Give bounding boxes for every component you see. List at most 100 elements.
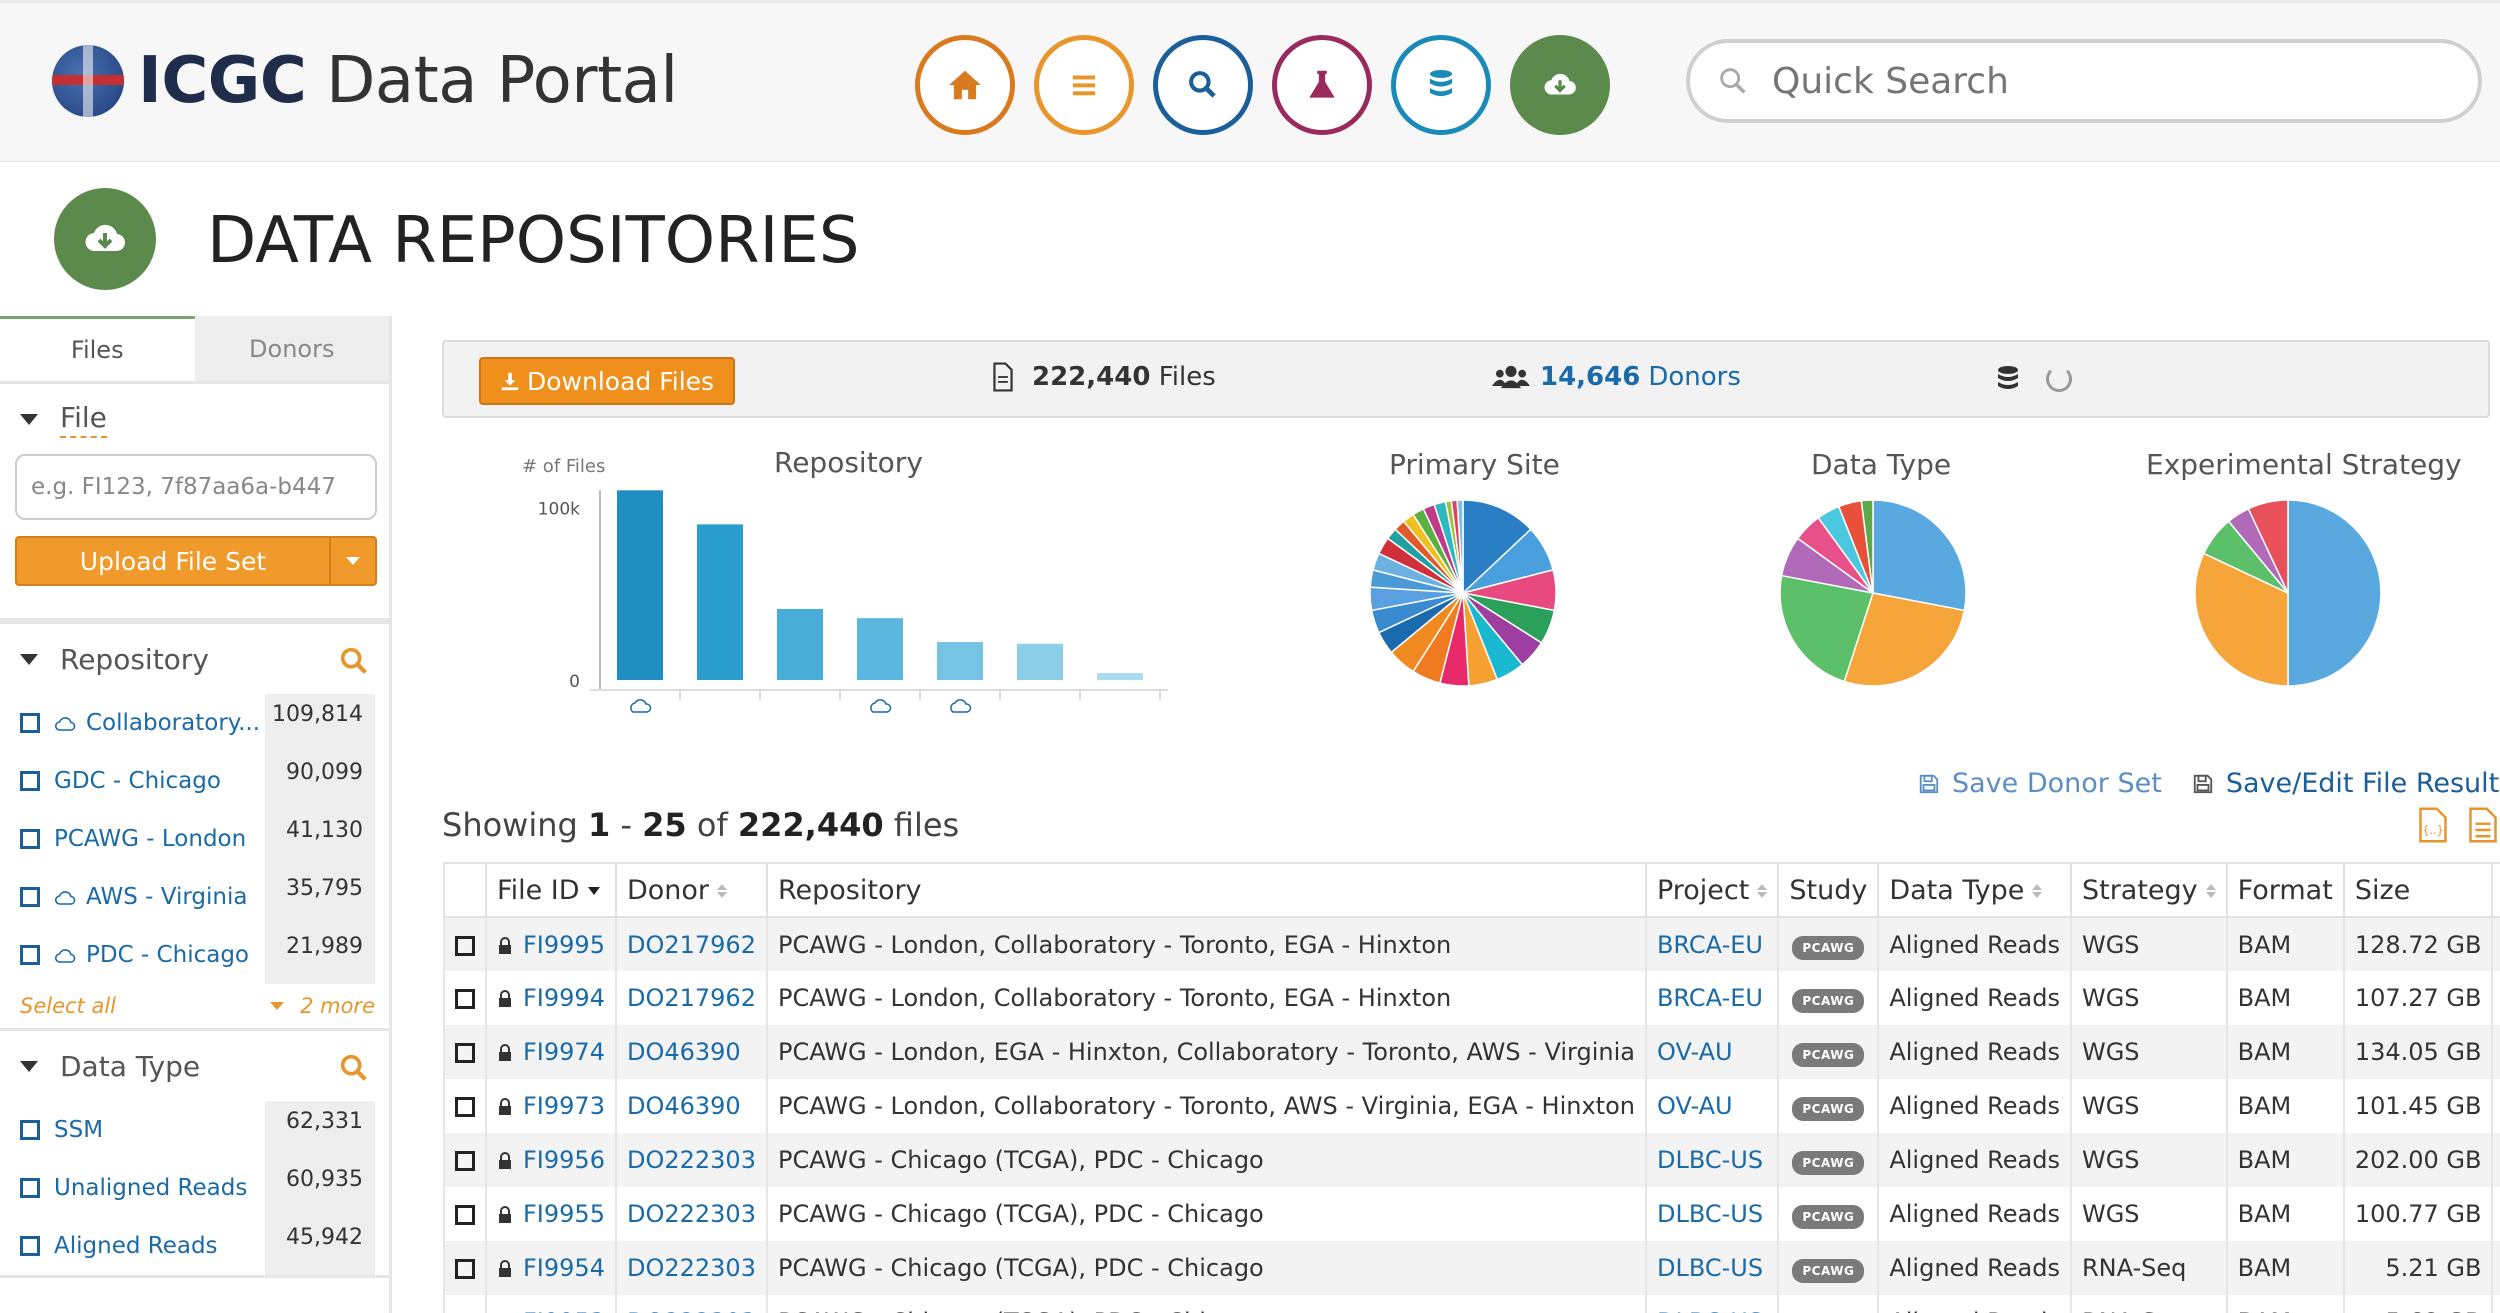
term-checkbox[interactable]	[20, 887, 40, 907]
more-link[interactable]: 2 more	[270, 994, 375, 1018]
advanced-search-nav-button[interactable]	[1153, 35, 1253, 135]
data-repositories-nav-button[interactable]	[1510, 35, 1610, 135]
pie-slice[interactable]	[1779, 574, 1874, 683]
save-donor-set-button[interactable]: Save Donor Set	[1918, 768, 2162, 799]
donor-link[interactable]: DO222303	[626, 1200, 756, 1228]
download-files-button[interactable]: Download Files	[479, 357, 735, 405]
file-id-link[interactable]: FI9973	[523, 1092, 605, 1120]
row-checkbox[interactable]	[455, 989, 475, 1009]
row-checkbox[interactable]	[455, 1205, 475, 1225]
files-summary: 222,440 Files	[992, 362, 1216, 392]
row-checkbox[interactable]	[455, 1151, 475, 1171]
donor-link[interactable]: DO46390	[626, 1092, 741, 1120]
row-select-cell	[443, 917, 487, 971]
pie-slice[interactable]	[1872, 499, 1967, 612]
donor-cell: DO222303	[614, 1295, 768, 1313]
project-link[interactable]: DLBC-US	[1656, 1254, 1764, 1282]
pie-slice[interactable]	[2247, 499, 2289, 594]
save-edit-file-results-button[interactable]: Save/Edit File Results	[2192, 768, 2500, 799]
term-checkbox[interactable]	[20, 1178, 40, 1198]
chart-cell[interactable]	[2491, 971, 2500, 1025]
file-id-link[interactable]: FI9956	[523, 1146, 605, 1174]
json-export-icon[interactable]: {..}	[2418, 806, 2448, 844]
donor-link[interactable]: DO222303	[627, 1308, 756, 1313]
project-link[interactable]: BRCA-EU	[1656, 984, 1763, 1012]
chart-cell[interactable]	[2491, 1079, 2500, 1133]
file-id-link[interactable]: FI9974	[523, 1038, 605, 1066]
term-checkbox[interactable]	[20, 945, 40, 965]
data-type-term[interactable]: SSM 62,331	[0, 1101, 389, 1159]
donors-summary[interactable]: 14,646 Donors	[1492, 362, 1741, 392]
data-type-facet-header[interactable]: Data Type	[0, 1031, 389, 1101]
upload-dropdown-toggle[interactable]	[331, 538, 375, 584]
file-id-link[interactable]: FI9994	[523, 984, 605, 1012]
repository-term[interactable]: AWS - Virginia 35,795	[0, 868, 389, 926]
term-checkbox[interactable]	[20, 1120, 40, 1140]
term-checkbox[interactable]	[20, 1236, 40, 1256]
home-nav-button[interactable]	[915, 35, 1015, 135]
projects-nav-button[interactable]	[1034, 35, 1134, 135]
column-header-donor[interactable]: Donor	[614, 862, 768, 918]
project-link[interactable]: OV-AU	[1656, 1038, 1733, 1066]
search-icon[interactable]	[337, 1051, 371, 1085]
data-releases-nav-button[interactable]	[1391, 35, 1491, 135]
data-type-cell: Aligned Reads	[1877, 917, 2072, 971]
column-header-file-id[interactable]: File ID	[485, 862, 617, 918]
column-header-strategy[interactable]: Strategy	[2069, 862, 2228, 918]
search-icon[interactable]	[337, 644, 371, 678]
export-actions: {..}	[2398, 806, 2498, 844]
pie-slice[interactable]	[1860, 499, 1874, 594]
project-link[interactable]: OV-AU	[1656, 1092, 1733, 1120]
file-facet-header[interactable]: File	[0, 384, 389, 454]
pie-slice[interactable]	[2194, 552, 2289, 687]
pie-slice[interactable]	[2287, 499, 2382, 687]
row-checkbox[interactable]	[455, 935, 475, 956]
select-all-link[interactable]: Select all	[20, 994, 116, 1018]
project-link[interactable]: DLBC-US	[1656, 1200, 1764, 1228]
analysis-nav-button[interactable]	[1272, 35, 1372, 135]
repository-term[interactable]: GDC - Chicago 90,099	[0, 752, 389, 810]
project-link[interactable]: BRCA-EU	[1656, 930, 1763, 959]
repository-term[interactable]: PDC - Chicago 21,989	[0, 926, 389, 984]
quick-search-box[interactable]	[1686, 39, 2482, 123]
file-id-link[interactable]: FI9955	[523, 1200, 605, 1228]
row-checkbox[interactable]	[455, 1259, 475, 1279]
pie-slice[interactable]	[1462, 499, 1532, 595]
column-header-chart[interactable]	[2491, 862, 2500, 918]
icgc-logo[interactable]: ICGC Data Portal	[52, 41, 678, 121]
project-link[interactable]: DLBC-US	[1657, 1308, 1763, 1313]
tab-files[interactable]: Files	[0, 316, 195, 381]
chart-cell[interactable]	[2491, 1025, 2500, 1079]
upload-file-set-button[interactable]: Upload File Set	[15, 536, 377, 586]
quick-search-input[interactable]	[1772, 60, 2452, 102]
file-id-link[interactable]: FI9954	[523, 1254, 605, 1282]
repository-term[interactable]: PCAWG - London 41,130	[0, 810, 389, 868]
upload-file-set-label[interactable]: Upload File Set	[17, 538, 331, 584]
donor-link[interactable]: DO222303	[626, 1254, 756, 1282]
file-id-input[interactable]: e.g. FI123, 7f87aa6a-b447	[15, 454, 377, 520]
column-header-project[interactable]: Project	[1644, 862, 1780, 918]
donor-link[interactable]: DO217962	[626, 984, 756, 1012]
file-id-link[interactable]: FI9953	[523, 1308, 605, 1313]
pie-slice[interactable]	[1456, 499, 1464, 594]
column-header-data-type[interactable]: Data Type	[1877, 862, 2072, 918]
row-checkbox[interactable]	[455, 1043, 475, 1063]
term-checkbox[interactable]	[20, 829, 40, 849]
file-id-link[interactable]: FI9995	[523, 930, 605, 959]
data-repositories-icon	[54, 188, 156, 290]
donor-link[interactable]: DO46390	[626, 1038, 741, 1066]
tsv-export-icon[interactable]	[2468, 806, 2498, 844]
project-link[interactable]: DLBC-US	[1656, 1146, 1764, 1174]
row-checkbox[interactable]	[455, 1097, 475, 1117]
repository-term[interactable]: Collaboratory... 109,814	[0, 694, 389, 752]
data-type-term[interactable]: Unaligned Reads 60,935	[0, 1159, 389, 1217]
term-checkbox[interactable]	[20, 771, 40, 791]
repository-facet-header[interactable]: Repository	[0, 624, 389, 694]
tab-donors[interactable]: Donors	[194, 316, 389, 381]
donor-link[interactable]: DO217962	[626, 930, 756, 959]
term-checkbox[interactable]	[20, 713, 40, 733]
pie-slice[interactable]	[1843, 592, 1966, 687]
data-type-term[interactable]: Aligned Reads 45,942	[0, 1217, 389, 1275]
donor-link[interactable]: DO222303	[626, 1146, 756, 1174]
chart-cell[interactable]	[2491, 917, 2500, 971]
